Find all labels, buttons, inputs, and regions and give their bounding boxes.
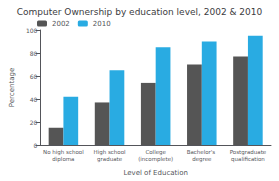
svg-text:Percentage: Percentage [8,68,16,107]
svg-text:No high school: No high school [43,149,84,156]
svg-text:Bachelor's: Bachelor's [187,149,217,155]
svg-text:degree: degree [192,156,212,163]
svg-text:diploma: diploma [52,156,74,163]
svg-text:High school: High school [94,149,126,156]
svg-text:College: College [145,149,166,156]
svg-text:qualification: qualification [231,156,265,163]
svg-text:20: 20 [30,119,38,126]
svg-text:100: 100 [26,27,38,34]
svg-text:graduate: graduate [97,156,123,163]
svg-text:Postgraduate: Postgraduate [230,149,267,156]
svg-text:40: 40 [30,96,38,103]
svg-text:(incomplete): (incomplete) [138,156,173,163]
svg-text:60: 60 [30,73,38,80]
svg-text:80: 80 [30,50,38,57]
svg-text:2002: 2002 [52,20,70,28]
svg-text:Level of Education: Level of Education [123,169,188,177]
svg-text:2010: 2010 [93,20,111,28]
svg-text:Computer Ownership by educatio: Computer Ownership by education level, 2… [17,7,263,17]
svg-text:0: 0 [34,142,38,149]
